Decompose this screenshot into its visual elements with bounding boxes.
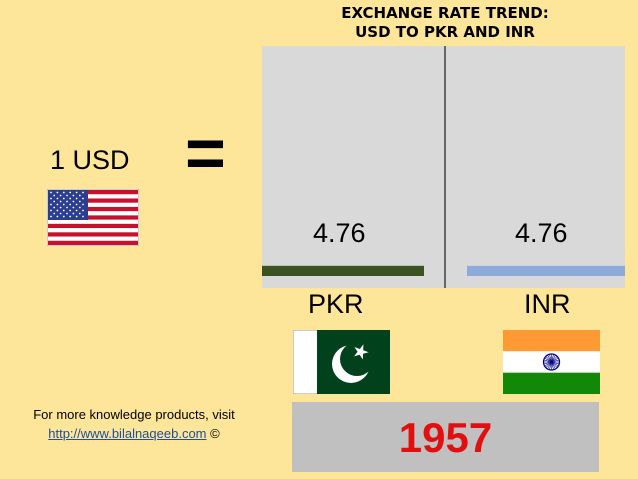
bar-value-pkr: 4.76 [313,218,366,248]
website-link[interactable]: http://www.bilalnaqeeb.com [48,426,207,441]
chart-title-line2: USD TO PKR AND INR [355,23,535,41]
footer-note: For more knowledge products, visit http:… [8,405,260,443]
footer-line1: For more knowledge products, visit [33,407,235,422]
chart-title-line1: EXCHANGE RATE TREND: [341,4,549,22]
copyright-symbol: © [210,426,220,441]
india-flag-icon [503,330,600,394]
plot-background [262,46,625,288]
bar-pkr [262,265,424,276]
equals-sign: = [185,114,226,192]
pakistan-flag-icon [293,330,390,394]
category-label-pkr: PKR [308,289,364,319]
base-currency-label: 1 USD [50,145,130,175]
bar-inr [467,265,625,276]
category-label-inr: INR [524,289,571,319]
year-panel: 1957 [292,402,599,472]
chart-plot [262,46,625,288]
bar-value-inr: 4.76 [515,218,568,248]
year-label: 1957 [398,414,493,461]
usa-flag-icon [47,189,139,246]
chart-title: EXCHANGE RATE TREND: USD TO PKR AND INR [270,4,620,42]
